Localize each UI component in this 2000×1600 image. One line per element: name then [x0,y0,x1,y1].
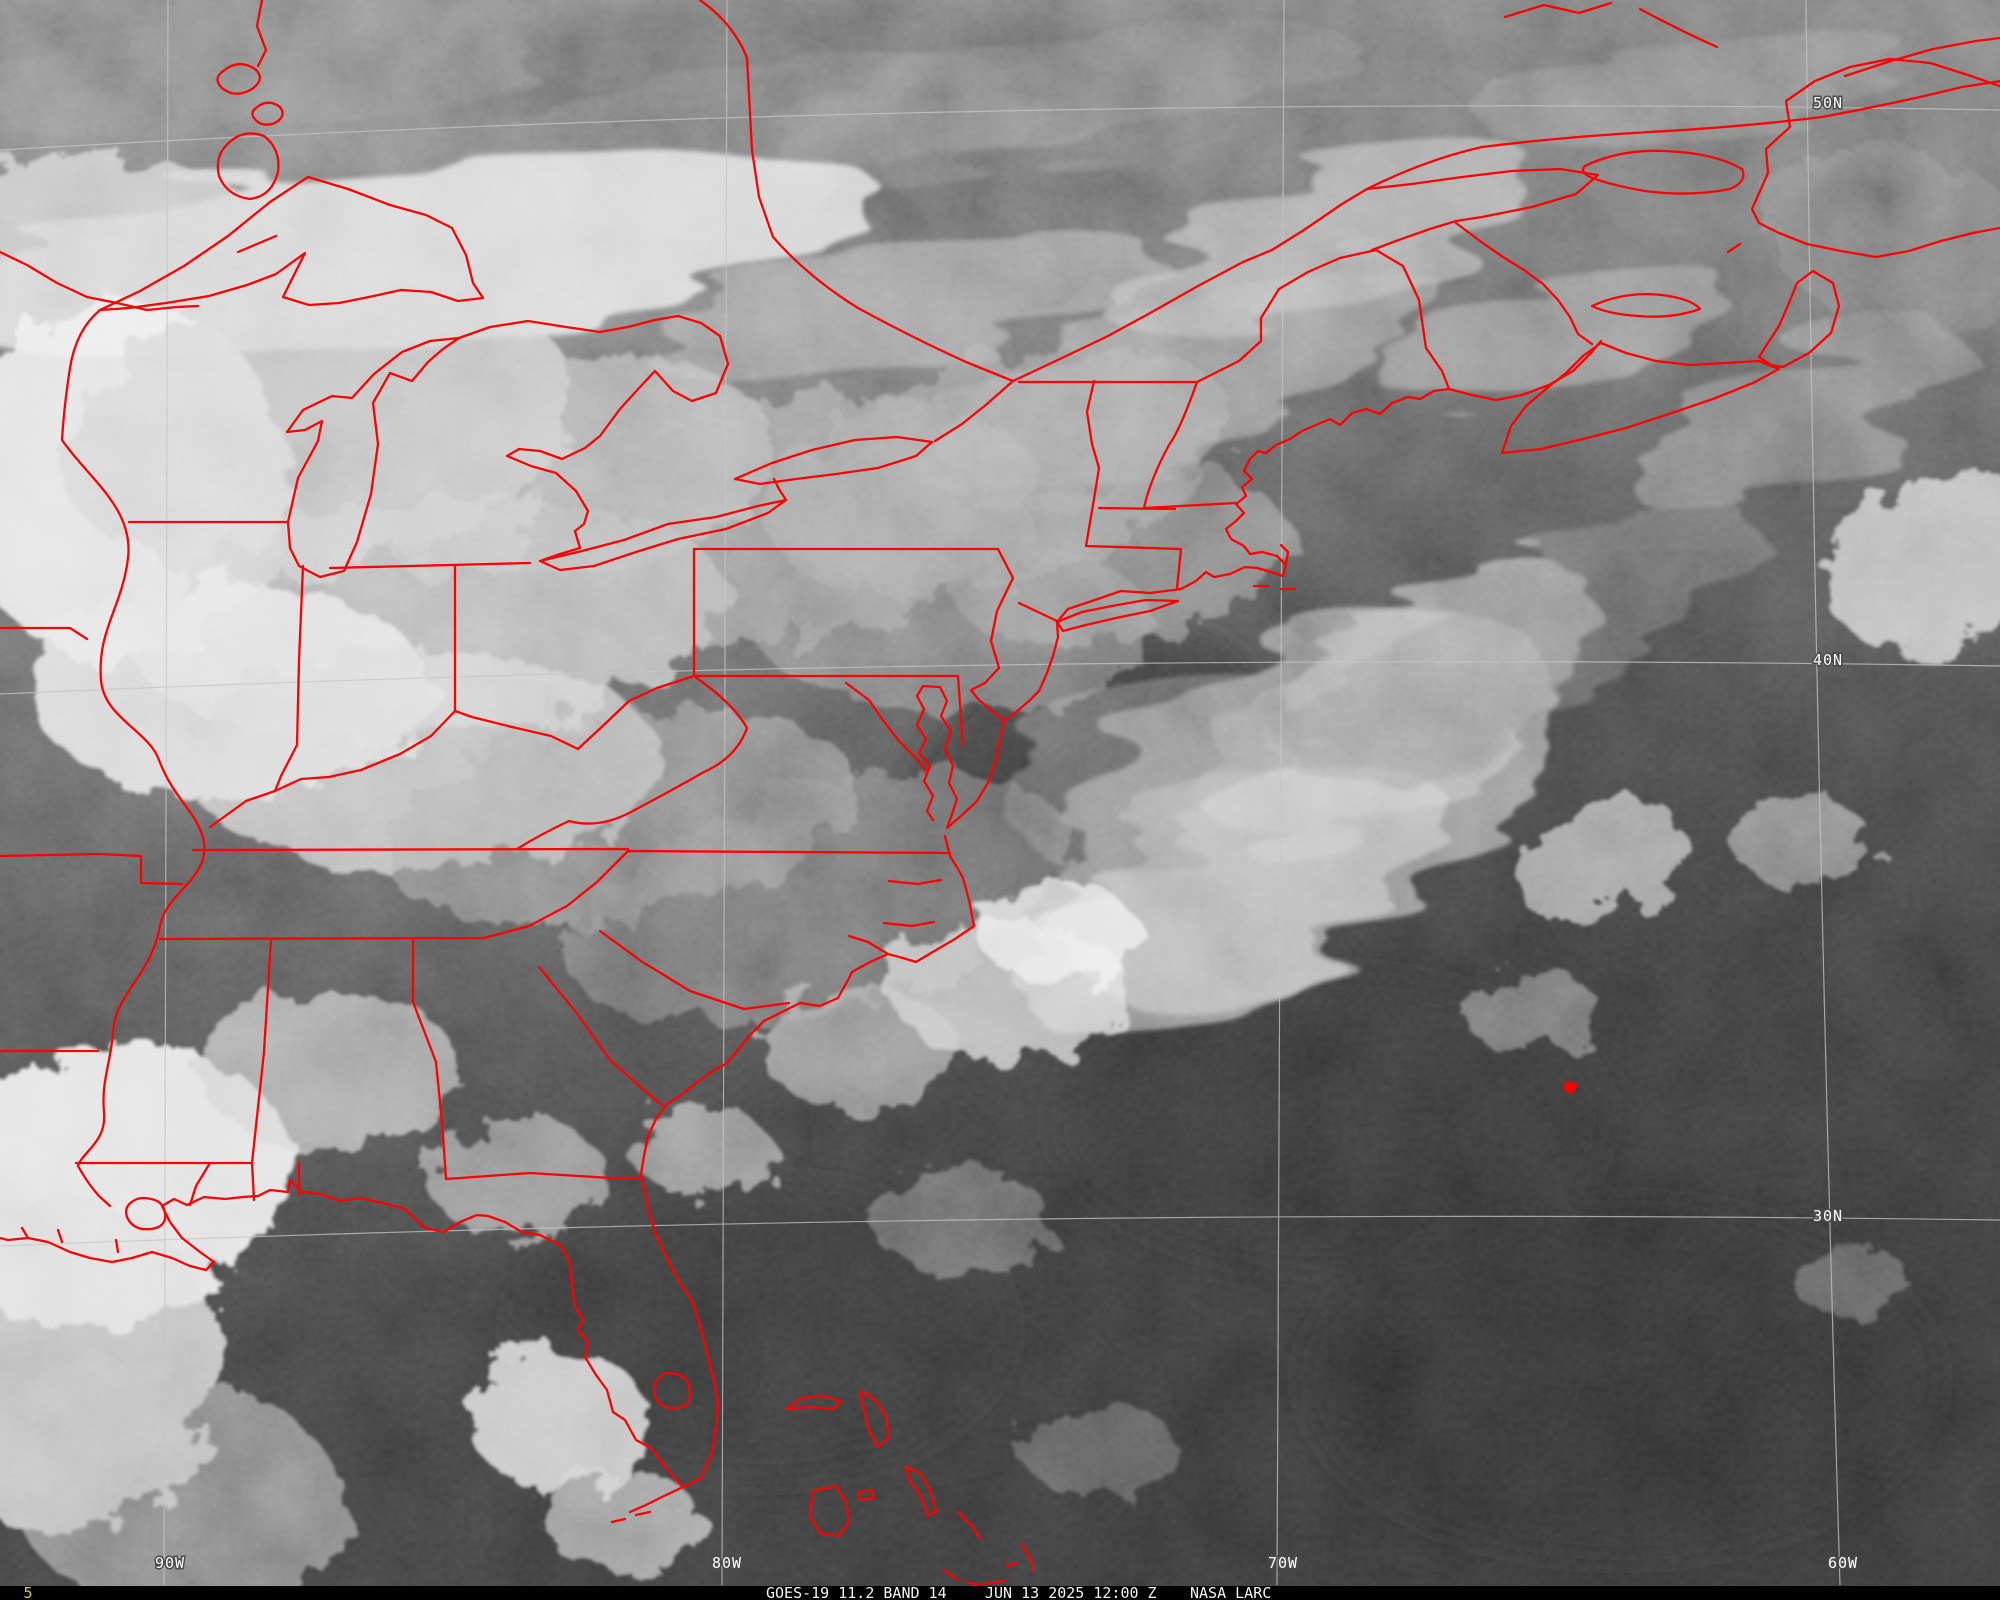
lake-ontario-outline [733,435,934,502]
lon-label-90w: 90W [155,1554,185,1572]
svg-text:GOES-19 11.2 BAND 14 JUN: GOES-19 11.2 BAND 14 JUN 13 2025 12:00 Z… [766,1584,1271,1600]
anticosti-island [1581,149,1745,195]
caption-credit: NASA LARC [1190,1584,1271,1600]
lake-okeechobee [652,1371,692,1410]
louisiana-coast-delta [0,1196,216,1272]
labrador-coast [1503,1,2000,78]
lat-label-50n: 50N [1813,94,1843,112]
lake-nipigon-outline [216,132,280,201]
mid-atlantic-coast [915,620,1060,830]
bay-of-fundy-coast [1447,339,1603,402]
lon-label-80w: 80W [712,1554,742,1572]
caption-bar: 5 GOES-19 11.2 BAND 14 JUN 13 2025 12:00… [0,1584,2000,1600]
southern-state-borders [0,847,952,1207]
potomac-river [844,681,928,772]
lake-erie-outline [538,498,788,572]
lake-michigan-outline [285,336,461,579]
grid-labels: 50N 40N 30N 90W 80W 70W 60W [153,93,1858,1574]
lake-of-the-woods [216,0,284,126]
us-canada-45n-border [1017,379,1199,501]
lon-label-60w: 60W [1828,1554,1858,1572]
lat-label-30n: 30N [1813,1207,1843,1225]
gridline-70w [1276,0,1285,1586]
gridline-90w [163,0,169,1586]
prince-edward-island [1590,242,1742,318]
newfoundland-outline [1750,57,2000,259]
gridline-80w [721,0,728,1586]
new-england-coast [1055,387,1451,624]
pennsylvania-borders [692,547,1059,748]
minnesota-ontario-border [0,234,278,312]
caption-channel-marker: 5 [23,1584,32,1600]
caption-background [0,1586,2000,1600]
bermuda-marker [1563,1080,1579,1095]
st-lawrence-river [933,187,1369,443]
gridline-50n [0,105,2000,151]
maine-borders [1195,248,1451,391]
gridline-60w [1805,0,1841,1586]
caption-datetime: JUN 13 2025 12:00 Z [985,1584,1157,1600]
midwest-state-borders [0,520,532,793]
caption-instrument: GOES-19 11.2 BAND 14 [766,1584,947,1600]
new-brunswick-east-coast [1454,221,1594,346]
bahamas-islands [784,1389,1035,1586]
lake-superior-outline [98,175,485,312]
virginia-carolina-coast [798,834,976,1008]
gaspe-peninsula [1365,167,1600,252]
lat-label-40n: 40N [1813,651,1843,669]
mississippi-river [60,308,206,1208]
quebec-north-shore [1365,80,2000,191]
gridline-30n [0,1215,2000,1247]
ontario-quebec-border [698,0,1015,383]
long-island-outline [1055,598,1180,633]
lon-label-70w: 70W [1268,1554,1298,1572]
southeast-coast-florida [185,1001,802,1524]
lake-huron-outline [457,314,730,562]
nova-scotia-outline [1500,341,1781,455]
new-england-state-borders [1084,380,1238,590]
cape-breton-outline [1757,269,1841,369]
west-virginia-border [515,674,749,851]
